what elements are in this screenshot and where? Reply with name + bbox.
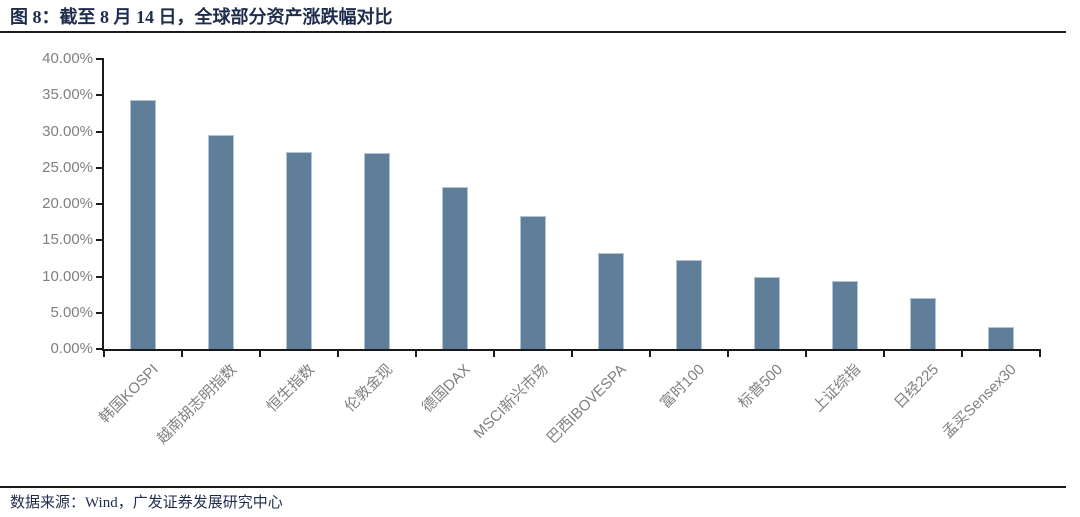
x-axis-label: 德国DAX <box>418 361 475 417</box>
x-axis-label: 伦敦金现 <box>341 361 397 416</box>
y-axis-label: 40.00% <box>42 50 93 67</box>
bar <box>130 99 156 349</box>
bar <box>520 216 546 349</box>
y-axis-label: 5.00% <box>50 303 93 321</box>
y-axis-label: 0.00% <box>50 340 93 357</box>
x-axis-tick <box>649 349 651 357</box>
x-axis-label: 韩国KOSPI <box>96 361 163 427</box>
bar <box>364 152 390 349</box>
y-axis-tick <box>96 348 104 350</box>
x-axis-tick <box>571 349 573 357</box>
title-divider <box>0 31 1066 33</box>
x-axis-tick <box>103 349 105 357</box>
x-axis-tick <box>337 349 339 357</box>
bar <box>208 135 234 349</box>
bar <box>598 252 624 349</box>
x-axis-tick <box>415 349 417 357</box>
y-axis-tick <box>96 166 104 169</box>
x-axis-tick <box>805 349 807 357</box>
x-axis-label: 富时100 <box>657 361 709 412</box>
x-axis-label: 日经225 <box>891 361 943 412</box>
x-axis-tick <box>181 349 183 357</box>
y-axis-tick <box>96 239 104 242</box>
bar <box>676 259 702 349</box>
y-axis-tick <box>96 130 104 133</box>
x-axis-label: 巴西IBOVESPA <box>543 361 631 448</box>
y-axis-label: 15.00% <box>42 231 93 249</box>
bar <box>832 280 858 349</box>
y-axis-tick <box>96 94 104 97</box>
y-axis-tick <box>96 203 104 205</box>
x-axis-tick <box>1039 349 1041 357</box>
x-axis-label: 孟买Sensex30 <box>939 361 1021 442</box>
bar <box>754 276 780 349</box>
y-axis-label: 10.00% <box>42 267 93 285</box>
bar <box>442 186 468 349</box>
bar <box>286 151 312 349</box>
y-axis-label: 20.00% <box>42 195 93 212</box>
source-note: 数据来源：Wind，广发证券发展研究中心 <box>10 495 283 511</box>
x-axis-label: 恒生指数 <box>263 361 319 416</box>
y-axis-label: 25.00% <box>42 158 93 176</box>
y-axis-tick <box>96 58 104 60</box>
bar <box>988 326 1014 349</box>
x-axis-tick <box>883 349 885 357</box>
x-axis-label: MSCI新兴市场 <box>471 361 553 442</box>
x-axis-label: 上证综指 <box>809 361 865 416</box>
x-axis-label: 越南胡志明指数 <box>153 361 241 448</box>
x-axis-tick <box>259 349 261 357</box>
y-axis-label: 30.00% <box>42 122 93 140</box>
x-axis-tick <box>961 349 963 357</box>
y-axis-tick <box>96 311 104 314</box>
y-axis-line <box>102 59 104 351</box>
y-axis-tick <box>96 275 104 278</box>
y-axis-label: 35.00% <box>42 86 93 104</box>
source-divider <box>0 486 1066 488</box>
x-axis-label: 标普500 <box>735 361 787 412</box>
x-axis-tick <box>493 349 495 357</box>
bar <box>910 298 936 349</box>
figure-title: 图 8：截至 8 月 14 日，全球部分资产涨跌幅对比 <box>10 7 393 27</box>
x-axis-tick <box>727 349 729 357</box>
